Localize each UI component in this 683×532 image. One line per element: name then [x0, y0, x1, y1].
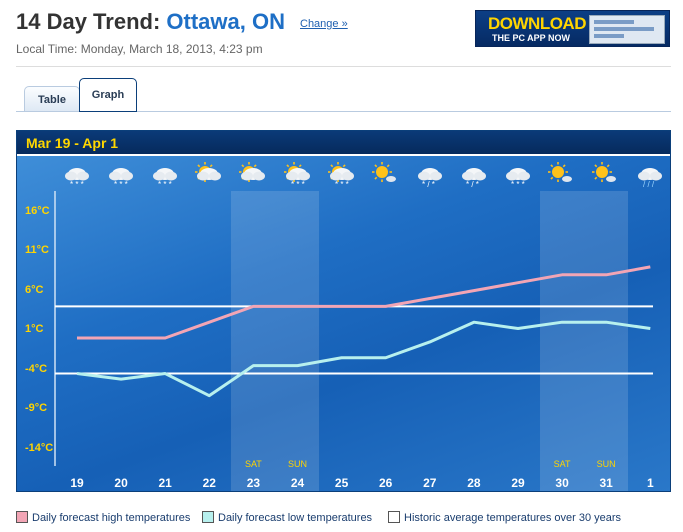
- tab-graph[interactable]: Graph: [79, 78, 137, 112]
- legend-historic-label: Historic average temperatures over 30 ye…: [404, 512, 622, 524]
- sunny-icon: [371, 162, 401, 188]
- weekend-band: [231, 191, 320, 491]
- snow-sun-icon: * * *: [327, 162, 357, 189]
- app-screenshot-icon: [589, 15, 665, 44]
- legend-historic: Historic average temperatures over 30 ye…: [388, 511, 621, 524]
- x-tick-label: 22: [202, 476, 216, 490]
- y-tick-label: -14°C: [25, 441, 54, 454]
- sunny-icon: [591, 162, 621, 188]
- legend-low: Daily forecast low temperatures: [202, 511, 372, 524]
- svg-text:* * *: * * *: [291, 180, 305, 188]
- x-tick-label: 30: [555, 476, 569, 490]
- legend-historic-swatch: [388, 511, 400, 523]
- snow-cloud-icon: * * *: [150, 162, 180, 189]
- snow-rain-icon: * / *: [415, 162, 445, 189]
- page-title: 14 Day Trend: Ottawa, ON: [16, 9, 285, 35]
- svg-text:* * *: * * *: [114, 180, 128, 188]
- svg-text:* / *: * / *: [466, 180, 479, 188]
- y-tick-label: 6°C: [25, 283, 44, 296]
- x-tick-label: 27: [423, 476, 437, 490]
- svg-text:/ / /: / / /: [643, 180, 655, 188]
- legend-high-swatch: [16, 511, 28, 523]
- svg-text:* * *: * * *: [511, 180, 525, 188]
- high-temperature-line: [77, 265, 651, 340]
- y-tick-label: -9°C: [25, 402, 48, 415]
- partly-sunny-icon: [194, 162, 224, 188]
- x-tick-label: 21: [158, 476, 172, 490]
- x-tick-label: 31: [599, 476, 613, 490]
- weekend-band: [540, 191, 629, 491]
- sunny-icon: [547, 162, 577, 188]
- rain-cloud-icon: / / /: [635, 162, 665, 189]
- snow-rain-icon: * / *: [459, 162, 489, 189]
- snow-cloud-icon: * * *: [106, 162, 136, 189]
- svg-text:* * *: * * *: [158, 180, 172, 188]
- local-time: Local Time: Monday, March 18, 2013, 4:23…: [16, 42, 263, 56]
- weekend-day-label: SUN: [287, 459, 307, 469]
- low-temperature-line: [76, 320, 651, 398]
- snow-cloud-icon: * * *: [503, 162, 533, 189]
- graph-header: Mar 19 - Apr 1: [17, 131, 670, 155]
- temperature-chart: [54, 191, 653, 466]
- svg-text:* * *: * * *: [335, 180, 349, 188]
- partly-sunny-icon: [238, 162, 268, 188]
- x-tick-label: 23: [246, 476, 261, 490]
- date-range: Mar 19 - Apr 1: [26, 135, 119, 151]
- change-location-link[interactable]: Change »: [300, 18, 348, 30]
- legend-high-label: Daily forecast high temperatures: [32, 512, 191, 524]
- download-app-banner[interactable]: DOWNLOAD THE PC APP NOW: [475, 10, 670, 47]
- plot-area: 16°C 11°C 6°C 1°C -4°C -9°C -14°C 19 20 21 22 23 24 2…: [17, 156, 670, 491]
- y-tick-label: -4°C: [25, 362, 48, 375]
- x-tick-label: 26: [379, 476, 393, 490]
- x-tick-label: 20: [114, 476, 128, 490]
- legend-low-swatch: [202, 511, 214, 523]
- tab-underline: [16, 111, 671, 112]
- tab-table[interactable]: Table: [24, 86, 80, 112]
- svg-text:* / *: * / *: [422, 180, 435, 188]
- y-tick-label: 11°C: [25, 244, 49, 257]
- y-tick-label: 1°C: [25, 323, 44, 336]
- x-tick-label: 19: [70, 476, 84, 490]
- x-tick-label: 1: [646, 476, 654, 490]
- banner-line1: DOWNLOAD: [488, 14, 586, 33]
- x-tick-label: 28: [467, 476, 481, 490]
- y-tick-label: 16°C: [25, 204, 50, 217]
- x-tick-label: 25: [334, 476, 349, 490]
- weekend-day-label: SUN: [596, 459, 616, 469]
- x-tick-label: 24: [290, 476, 305, 490]
- snow-cloud-icon: * * *: [62, 162, 92, 189]
- weekend-day-label: SAT: [553, 459, 571, 469]
- trend-graph: Mar 19 - Apr 1 16°C 11°C 6°C 1°C -4°C -9°C -14…: [16, 130, 671, 492]
- weekend-day-label: SAT: [244, 459, 262, 469]
- legend-high: Daily forecast high temperatures: [16, 511, 190, 524]
- x-tick-label: 29: [511, 476, 525, 490]
- banner-line2: THE PC APP NOW: [492, 33, 571, 43]
- title-prefix: 14 Day Trend:: [16, 9, 167, 34]
- title-city: Ottawa, ON: [166, 9, 285, 34]
- legend-low-label: Daily forecast low temperatures: [218, 512, 373, 524]
- snow-sun-icon: * * *: [283, 162, 313, 189]
- svg-text:* * *: * * *: [70, 180, 84, 188]
- header-divider: [16, 66, 671, 67]
